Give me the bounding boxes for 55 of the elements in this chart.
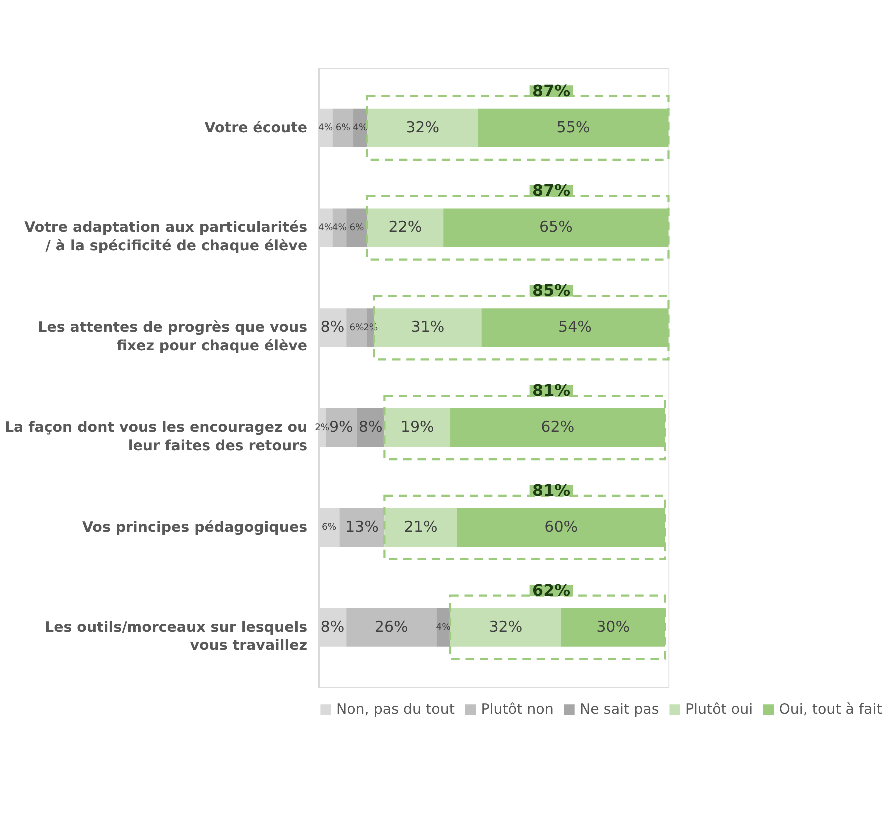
- annotation: 81%: [532, 480, 571, 500]
- data-label: 8%: [358, 418, 383, 436]
- data-label: 31%: [411, 318, 445, 336]
- bar: [367, 208, 444, 248]
- annotation: 87%: [532, 181, 571, 200]
- data-label: 32%: [489, 618, 523, 636]
- bar: [332, 208, 347, 248]
- data-label: 4%: [318, 122, 334, 134]
- y-tick-label: La façon dont vous les encouragez ou leur faites des retours: [4, 420, 308, 454]
- bar: [346, 608, 437, 647]
- y-tick-label: Votre adaptation aux particularités / à la spécificité de chaque élève: [24, 220, 308, 255]
- annotation: 62%: [532, 580, 571, 600]
- data-label: 65%: [539, 218, 573, 236]
- annotation: 81%: [532, 380, 571, 400]
- y-tick-label: Votre écoute: [204, 120, 308, 136]
- data-label: 6%: [350, 322, 365, 334]
- y-tick-label: Les outils/morceaux sur lesquels vous travaillez: [45, 620, 308, 654]
- data-label: 21%: [404, 518, 438, 536]
- data-label: 4%: [353, 122, 368, 134]
- data-label: 8%: [320, 618, 345, 636]
- bar: [384, 408, 451, 448]
- bar: [340, 508, 385, 547]
- bar: [450, 608, 562, 647]
- y-tick-label: Vos principes pédagogiques: [82, 520, 308, 536]
- data-label: 22%: [388, 218, 422, 236]
- legend-label: Plutôt oui: [685, 702, 754, 718]
- annotation: 85%: [532, 281, 571, 300]
- legend-label: Non, pas du tout: [336, 702, 456, 718]
- data-label: 54%: [558, 318, 592, 336]
- bar: [346, 208, 368, 248]
- data-label: 55%: [556, 118, 590, 136]
- data-label: 8%: [320, 318, 345, 336]
- data-label: 4%: [318, 222, 334, 234]
- legend-label: Ne sait pas: [580, 702, 660, 718]
- data-label: 60%: [544, 518, 578, 536]
- annotation: 87%: [532, 81, 571, 100]
- data-label: 9%: [329, 418, 354, 436]
- data-label: 19%: [400, 418, 434, 436]
- data-label: 6%: [322, 522, 337, 534]
- bar: [332, 108, 354, 148]
- data-label: 30%: [596, 618, 630, 636]
- legend-label: Plutôt non: [481, 702, 554, 718]
- legend-label: Oui, tout à fait: [779, 702, 883, 718]
- data-label: 26%: [374, 618, 408, 636]
- data-label: 4%: [332, 222, 348, 234]
- data-label: 2%: [315, 422, 330, 434]
- data-label: 13%: [345, 518, 379, 536]
- data-label: 62%: [541, 418, 575, 436]
- data-label: 32%: [406, 118, 440, 136]
- data-label: 4%: [436, 622, 452, 634]
- data-label: 6%: [336, 122, 351, 134]
- y-tick-label: Les attentes de progrès que vous fixez pour chaque élève: [38, 320, 308, 355]
- data-label: 6%: [350, 222, 365, 234]
- bar: [384, 508, 458, 547]
- bar: [367, 108, 478, 148]
